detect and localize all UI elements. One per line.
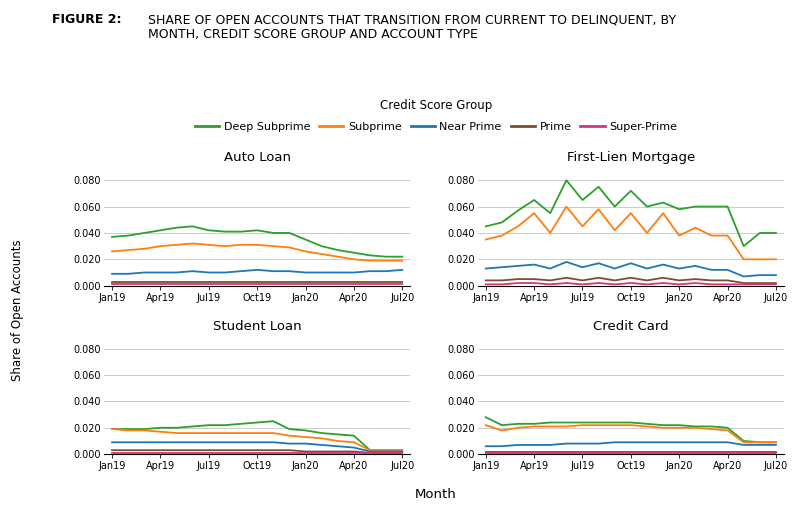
Text: Credit Score Group: Credit Score Group bbox=[380, 99, 492, 112]
Title: Auto Loan: Auto Loan bbox=[224, 151, 290, 164]
Text: SHARE OF OPEN ACCOUNTS THAT TRANSITION FROM CURRENT TO DELINQUENT, BY
MONTH, CRE: SHARE OF OPEN ACCOUNTS THAT TRANSITION F… bbox=[148, 13, 676, 41]
Text: FIGURE 2:: FIGURE 2: bbox=[52, 13, 122, 26]
Text: Share of Open Accounts: Share of Open Accounts bbox=[11, 240, 24, 382]
Title: Credit Card: Credit Card bbox=[593, 320, 669, 333]
Title: First-Lien Mortgage: First-Lien Mortgage bbox=[566, 151, 695, 164]
Title: Student Loan: Student Loan bbox=[213, 320, 302, 333]
Legend: Deep Subprime, Subprime, Near Prime, Prime, Super-Prime: Deep Subprime, Subprime, Near Prime, Pri… bbox=[190, 118, 682, 137]
Text: Month: Month bbox=[415, 488, 457, 501]
